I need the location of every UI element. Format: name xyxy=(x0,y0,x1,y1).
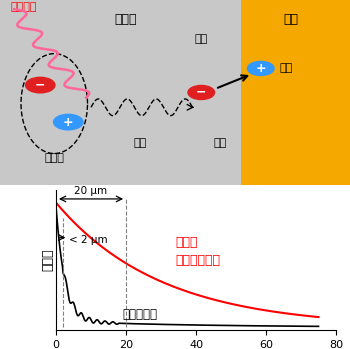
Text: 電極: 電極 xyxy=(283,13,298,26)
Text: 拡散: 拡散 xyxy=(133,138,147,148)
Text: 電荷移動吸収: 電荷移動吸収 xyxy=(175,253,220,267)
Bar xyxy=(241,0,350,185)
Text: +: + xyxy=(63,116,74,128)
Y-axis label: 光電流: 光電流 xyxy=(42,249,55,271)
Text: −: − xyxy=(35,79,46,91)
Text: 分子間: 分子間 xyxy=(175,236,197,249)
Text: −: − xyxy=(196,86,206,99)
Text: 正孔: 正孔 xyxy=(280,64,293,73)
Text: 半導体: 半導体 xyxy=(115,13,137,26)
Text: 分子内吸収: 分子内吸収 xyxy=(122,309,158,321)
Text: 20 μm: 20 μm xyxy=(75,186,107,196)
Circle shape xyxy=(54,114,83,130)
Circle shape xyxy=(188,86,215,99)
Circle shape xyxy=(247,61,274,75)
Text: 分離: 分離 xyxy=(214,138,227,148)
Text: < 2 μm: < 2 μm xyxy=(69,235,108,245)
Text: 電子: 電子 xyxy=(195,35,208,44)
Text: 光吸収: 光吸収 xyxy=(44,153,64,163)
Text: レーザー: レーザー xyxy=(10,2,37,12)
Text: +: + xyxy=(256,62,266,75)
Bar xyxy=(0,0,241,185)
Circle shape xyxy=(26,77,55,93)
